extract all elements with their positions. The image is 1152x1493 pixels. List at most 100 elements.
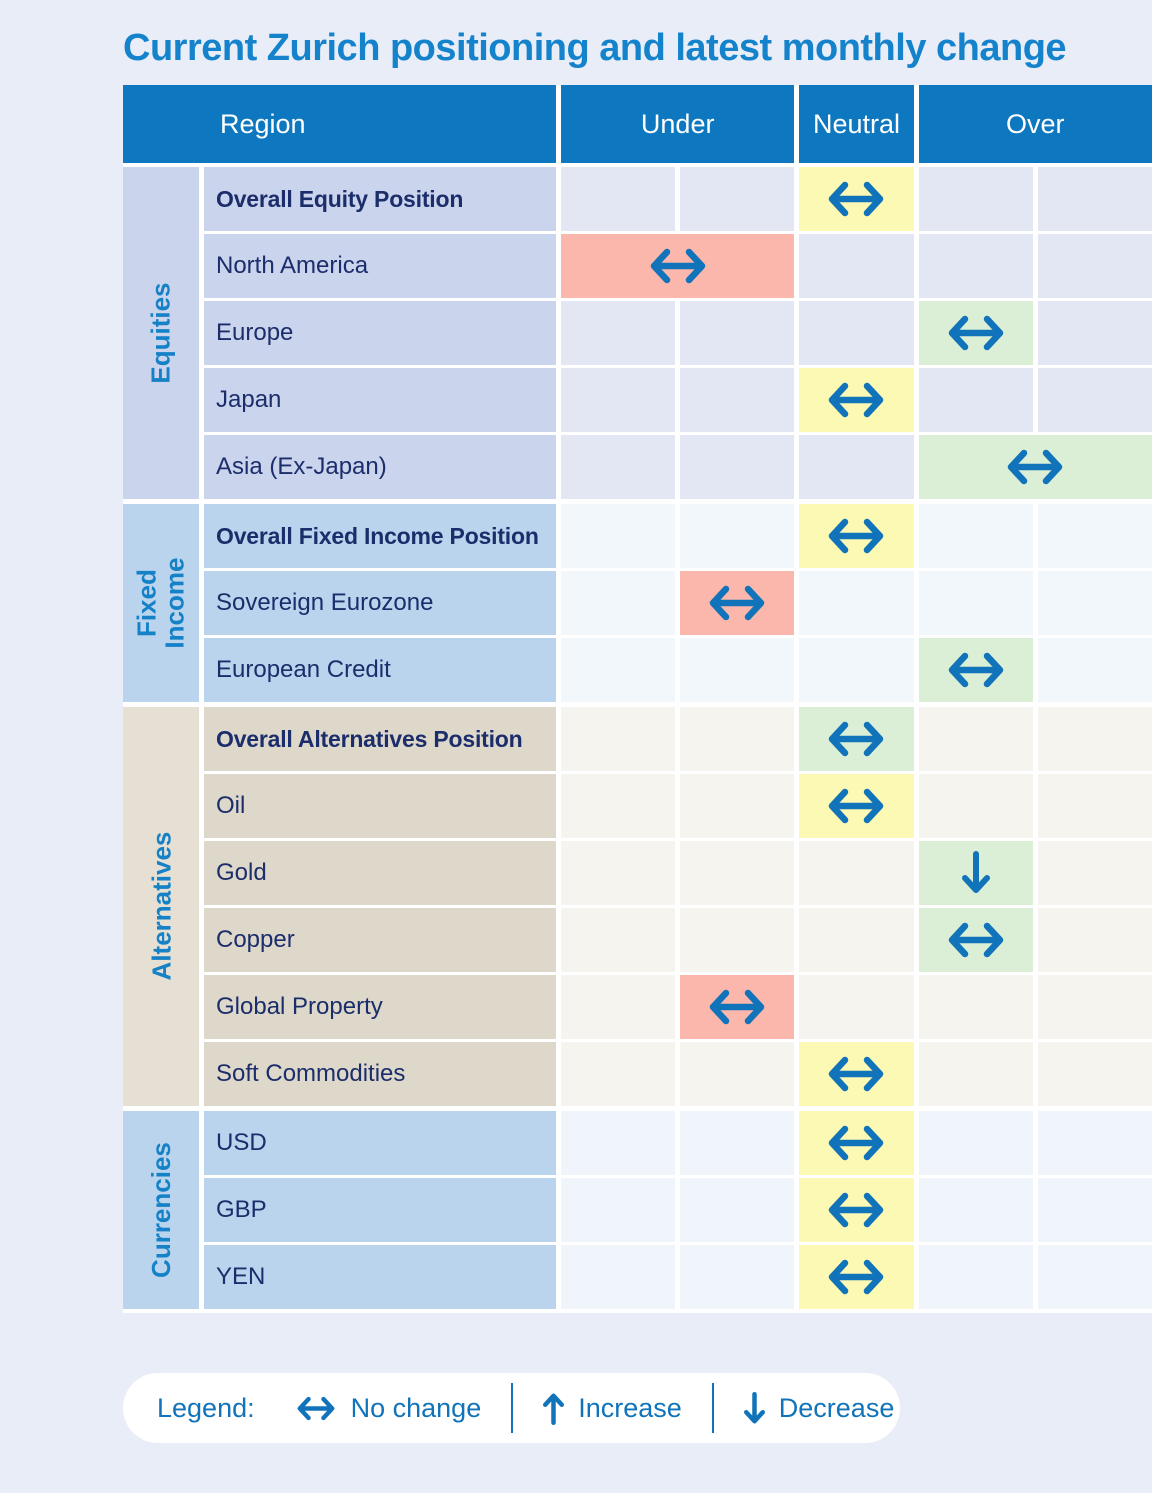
empty-cell	[1037, 774, 1152, 838]
no-change-arrow-icon	[829, 518, 884, 554]
empty-cell	[561, 1111, 676, 1175]
header-under: Under	[561, 85, 795, 163]
row-label-sovereign-eurozone: Sovereign Eurozone	[204, 571, 556, 635]
marker-japan	[799, 368, 914, 432]
marker-european-credit	[918, 638, 1033, 702]
positioning-table: Region Under Neutral Over Equities Overal…	[123, 85, 1152, 1313]
empty-cell	[561, 571, 676, 635]
decrease-arrow-icon	[743, 1391, 765, 1423]
empty-cell	[561, 841, 676, 905]
empty-cell	[1037, 908, 1152, 972]
empty-cell	[561, 504, 676, 568]
empty-cell	[680, 504, 795, 568]
empty-cell	[1037, 841, 1152, 905]
empty-cell	[799, 234, 914, 298]
row-label-soft-commodities: Soft Commodities	[204, 1042, 556, 1106]
section-equities: Equities Overall Equity Position North Am…	[123, 167, 1152, 499]
empty-cell	[561, 1178, 676, 1242]
empty-cell	[680, 1042, 795, 1106]
row-label-japan: Japan	[204, 368, 556, 432]
empty-cell	[1037, 638, 1152, 702]
empty-cell	[918, 234, 1033, 298]
legend-item-text: No change	[350, 1392, 482, 1423]
category-equities: Equities	[123, 167, 199, 499]
row-label-asia-ex-japan: Asia (Ex-Japan)	[204, 435, 556, 499]
marker-copper	[918, 908, 1033, 972]
legend-label: Legend:	[157, 1392, 255, 1423]
empty-cell	[799, 975, 914, 1039]
row-label-gbp: GBP	[204, 1178, 556, 1242]
marker-overall-alternatives-position	[799, 707, 914, 771]
empty-cell	[561, 368, 676, 432]
empty-cell	[1037, 1111, 1152, 1175]
no-change-arrow-icon	[829, 721, 884, 757]
empty-cell	[799, 301, 914, 365]
empty-cell	[1037, 1245, 1152, 1309]
empty-cell	[1037, 1178, 1152, 1242]
no-change-arrow-icon	[948, 315, 1003, 351]
row-label-europe: Europe	[204, 301, 556, 365]
legend-divider	[711, 1383, 714, 1433]
legend-item-increase: Increase	[543, 1391, 682, 1426]
empty-cell	[918, 774, 1033, 838]
no-change-arrow-icon	[829, 1125, 884, 1161]
empty-cell	[561, 774, 676, 838]
empty-cell	[680, 707, 795, 771]
category-label: Fixed Income	[131, 557, 190, 649]
no-change-arrow-icon	[710, 585, 765, 621]
legend-item-text: Increase	[578, 1392, 682, 1423]
empty-cell	[799, 841, 914, 905]
no-change-arrow-icon	[710, 989, 765, 1025]
marker-asia-ex-japan	[918, 435, 1152, 499]
empty-cell	[561, 638, 676, 702]
empty-cell	[680, 638, 795, 702]
marker-overall-equity-position	[799, 167, 914, 231]
category-alternatives: Alternatives	[123, 707, 199, 1106]
empty-cell	[1037, 167, 1152, 231]
empty-cell	[561, 167, 676, 231]
category-label: Equities	[145, 282, 176, 384]
category-label: Currencies	[145, 1142, 176, 1278]
legend-item-text: Decrease	[778, 1392, 895, 1423]
legend-item-no-change: No change	[295, 1392, 482, 1424]
row-label-usd: USD	[204, 1111, 556, 1175]
row-label-overall-equity-position: Overall Equity Position	[204, 167, 556, 231]
no-change-arrow-icon	[829, 1259, 884, 1295]
empty-cell	[918, 975, 1033, 1039]
empty-cell	[561, 908, 676, 972]
marker-oil	[799, 774, 914, 838]
empty-cell	[561, 435, 676, 499]
marker-north-america	[561, 234, 795, 298]
header-region: Region	[123, 85, 556, 163]
empty-cell	[680, 1111, 795, 1175]
empty-cell	[1037, 571, 1152, 635]
empty-cell	[1037, 504, 1152, 568]
legend-item-decrease: Decrease	[743, 1391, 895, 1426]
no-change-arrow-icon	[829, 788, 884, 824]
empty-cell	[799, 435, 914, 499]
empty-cell	[680, 167, 795, 231]
empty-cell	[1037, 975, 1152, 1039]
empty-cell	[799, 571, 914, 635]
row-label-north-america: North America	[204, 234, 556, 298]
empty-cell	[918, 1245, 1033, 1309]
section-currencies: Currencies USD GBP YEN	[123, 1111, 1152, 1309]
header-over: Over	[918, 85, 1152, 163]
decrease-arrow-icon	[961, 851, 990, 893]
empty-cell	[918, 571, 1033, 635]
empty-cell	[680, 908, 795, 972]
row-label-yen: YEN	[204, 1245, 556, 1309]
no-change-arrow-icon	[295, 1395, 337, 1422]
marker-sovereign-eurozone	[680, 571, 795, 635]
decrease-arrow-icon	[743, 1391, 765, 1426]
empty-cell	[918, 1178, 1033, 1242]
section-alternatives: Alternatives Overall Alternatives Positio…	[123, 707, 1152, 1106]
empty-cell	[680, 1245, 795, 1309]
no-change-arrow-icon	[297, 1396, 335, 1420]
row-label-global-property: Global Property	[204, 975, 556, 1039]
no-change-arrow-icon	[829, 382, 884, 418]
row-label-overall-fixed-income-position: Overall Fixed Income Position	[204, 504, 556, 568]
empty-cell	[1037, 368, 1152, 432]
empty-cell	[799, 908, 914, 972]
page-title: Current Zurich positioning and latest mo…	[123, 27, 1067, 69]
